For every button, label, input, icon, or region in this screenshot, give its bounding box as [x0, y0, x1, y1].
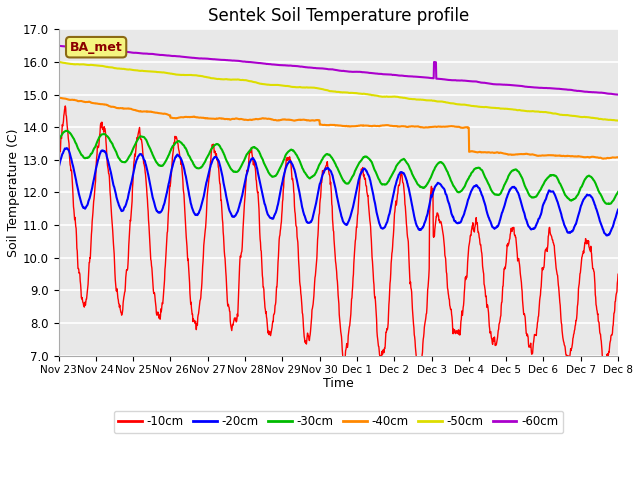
-50cm	[98, 63, 106, 69]
-10cm	[292, 224, 300, 229]
-40cm	[373, 123, 381, 129]
Line: -40cm: -40cm	[59, 97, 618, 159]
-10cm	[61, 103, 69, 109]
-30cm	[614, 189, 622, 195]
X-axis label: Time: Time	[323, 377, 354, 390]
-40cm	[600, 156, 607, 162]
-30cm	[55, 138, 63, 144]
-30cm	[304, 174, 312, 180]
-30cm	[62, 128, 70, 133]
-30cm	[314, 165, 322, 171]
-30cm	[374, 173, 381, 179]
-20cm	[292, 175, 300, 180]
-40cm	[292, 118, 300, 123]
Line: -10cm: -10cm	[59, 106, 618, 368]
-50cm	[55, 59, 63, 65]
-10cm	[374, 336, 381, 342]
-50cm	[373, 93, 381, 98]
-40cm	[55, 95, 63, 100]
Y-axis label: Soil Temperature (C): Soil Temperature (C)	[7, 128, 20, 257]
-60cm	[614, 92, 622, 97]
-20cm	[614, 207, 622, 213]
-40cm	[314, 117, 321, 123]
-50cm	[314, 85, 321, 91]
-40cm	[304, 118, 312, 123]
-20cm	[374, 213, 381, 218]
-20cm	[603, 233, 611, 239]
-60cm	[314, 65, 321, 71]
-10cm	[340, 365, 348, 371]
-20cm	[314, 191, 322, 196]
-10cm	[304, 332, 312, 337]
Legend: -10cm, -20cm, -30cm, -40cm, -50cm, -60cm: -10cm, -20cm, -30cm, -40cm, -50cm, -60cm	[114, 410, 563, 433]
-60cm	[304, 64, 312, 70]
-20cm	[63, 145, 70, 151]
-60cm	[121, 48, 129, 54]
-60cm	[373, 71, 381, 76]
-50cm	[304, 84, 312, 90]
-30cm	[121, 159, 129, 165]
Title: Sentek Soil Temperature profile: Sentek Soil Temperature profile	[208, 7, 469, 25]
Line: -50cm: -50cm	[59, 62, 618, 120]
-40cm	[121, 106, 129, 111]
-50cm	[614, 118, 622, 123]
Line: -60cm: -60cm	[59, 46, 618, 95]
-30cm	[99, 132, 106, 137]
-20cm	[304, 220, 312, 226]
-40cm	[614, 155, 622, 160]
-10cm	[614, 271, 622, 277]
-20cm	[55, 165, 63, 171]
-10cm	[99, 125, 106, 131]
-30cm	[292, 152, 300, 157]
-10cm	[314, 232, 322, 238]
-20cm	[121, 204, 129, 210]
-50cm	[292, 84, 300, 90]
-10cm	[121, 288, 129, 294]
-60cm	[292, 63, 300, 69]
-30cm	[605, 201, 613, 207]
-20cm	[99, 147, 106, 153]
-10cm	[55, 162, 63, 168]
-60cm	[55, 43, 63, 48]
Line: -30cm: -30cm	[59, 131, 618, 204]
-50cm	[121, 66, 129, 72]
-50cm	[613, 118, 621, 123]
-40cm	[98, 101, 106, 107]
-60cm	[98, 47, 106, 52]
Line: -20cm: -20cm	[59, 148, 618, 236]
Text: BA_met: BA_met	[70, 41, 122, 54]
